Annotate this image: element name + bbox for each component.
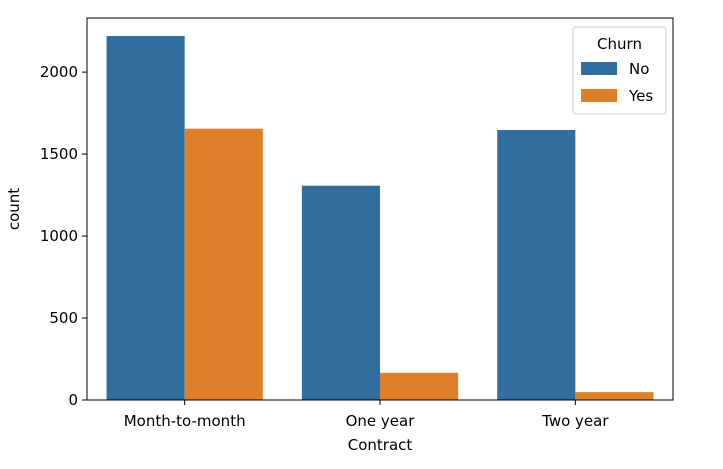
ticks-layer: 0 500 1000 1500 2000 Month-to-month One year Tw… — [40, 63, 610, 430]
y-tick-label: 500 — [49, 309, 78, 327]
legend-swatch-yes — [581, 89, 617, 102]
bar-yes-one-year — [380, 372, 459, 400]
x-axis-label: Contract — [348, 436, 413, 454]
x-tick-label: Month-to-month — [124, 412, 246, 430]
bar-no-one-year — [301, 185, 380, 400]
bar-no-month-to-month — [106, 36, 185, 401]
y-tick-label: 1500 — [40, 145, 78, 163]
y-axis-label: count — [5, 188, 23, 230]
bar-yes-two-year — [575, 392, 654, 400]
y-tick-label: 0 — [68, 391, 78, 409]
x-tick-label: One year — [346, 412, 416, 430]
y-tick-label: 1000 — [40, 227, 78, 245]
legend-swatch-no — [581, 62, 617, 75]
legend-label-no: No — [629, 60, 649, 78]
bar-yes-month-to-month — [184, 128, 263, 401]
legend-entries: No Yes — [581, 60, 653, 105]
bars-layer — [106, 36, 654, 401]
legend: Churn No Yes — [572, 26, 667, 115]
legend-label-yes: Yes — [628, 87, 653, 105]
x-tick-label: Two year — [541, 412, 609, 430]
y-tick-label: 2000 — [40, 63, 78, 81]
bar-no-two-year — [497, 129, 576, 401]
legend-title: Churn — [597, 35, 642, 53]
